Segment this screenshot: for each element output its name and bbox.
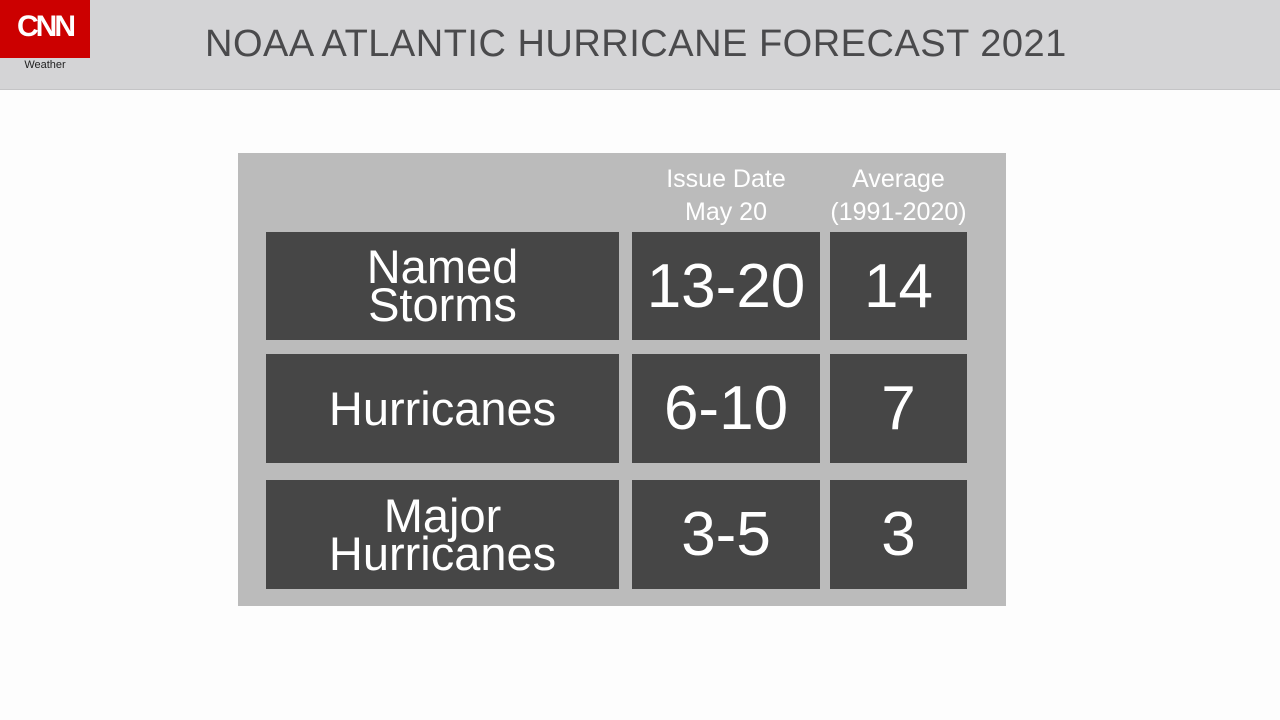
column-header-issue-date-line2: May 20 — [685, 198, 767, 226]
column-header-average: Average (1991-2020) — [820, 163, 977, 229]
row-label-text: Major Hurricanes — [328, 488, 557, 580]
row-label-major-hurricanes: Major Hurricanes — [266, 480, 619, 589]
column-header-average-line1: Average — [852, 165, 945, 193]
row-label-hurricanes: Hurricanes — [266, 354, 619, 463]
row-label-named-storms: Named Storms — [266, 232, 619, 340]
forecast-value-hurricanes: 6-10 — [632, 354, 820, 463]
page-title: NOAA ATLANTIC HURRICANE FORECAST 2021 — [205, 23, 1067, 65]
row-label-text: Named Storms — [366, 240, 519, 331]
average-value-major-hurricanes: 3 — [830, 480, 967, 589]
logo-subtitle: Weather — [24, 59, 66, 71]
cnn-logo: CNN — [0, 0, 90, 58]
column-header-issue-date-line1: Issue Date — [666, 165, 786, 193]
cnn-logo-mark: CNN — [17, 10, 76, 43]
average-value-named-storms: 14 — [830, 232, 967, 340]
forecast-value-named-storms: 13-20 — [632, 232, 820, 340]
average-value-hurricanes: 7 — [830, 354, 967, 463]
column-header-average-line2: (1991-2020) — [830, 198, 967, 226]
column-header-issue-date: Issue Date May 20 — [632, 163, 820, 229]
forecast-table: Issue Date May 20 Average (1991-2020) Na… — [238, 153, 1006, 606]
header-bar: CNN Weather NOAA ATLANTIC HURRICANE FORE… — [0, 0, 1280, 90]
forecast-value-major-hurricanes: 3-5 — [632, 480, 820, 589]
row-label-text: Hurricanes — [328, 381, 557, 435]
